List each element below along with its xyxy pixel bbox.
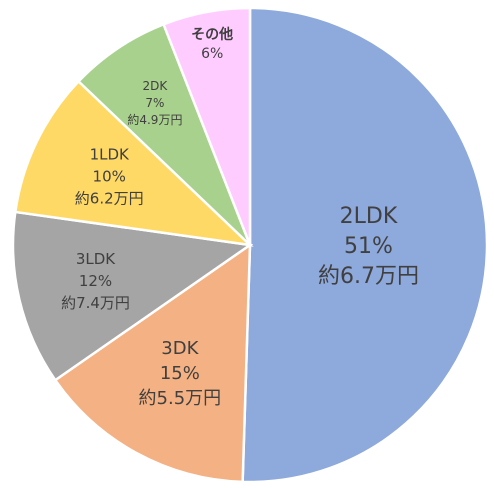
slice-percent-label: 6% (201, 46, 223, 62)
pie-slice-5 (161, 6, 252, 246)
slice-percent-label: 51% (344, 234, 393, 259)
pie-slices (11, 6, 489, 484)
slice-price-label: 約6.7万円 (318, 264, 419, 289)
pie-slice-1 (53, 242, 252, 484)
slice-price-label: 約4.9万円 (127, 112, 182, 127)
slice-category-label: 2LDK (340, 204, 398, 229)
pie-slice-2 (11, 210, 254, 382)
pie-slice-3 (13, 79, 254, 247)
pie-slice-0 (241, 6, 489, 484)
slice-percent-label: 12% (79, 272, 112, 290)
slice-percent-label: 7% (145, 96, 164, 110)
slice-category-label: 1LDK (90, 145, 130, 163)
slice-percent-label: 15% (160, 363, 200, 384)
pie-slice-4 (76, 22, 252, 246)
pie-labels: 2LDK 51% 約6.7万円 3DK 15% 約5.5万円 3LDK 12% 約7.4万円 1L… (61, 26, 419, 409)
slice-percent-label: 10% (93, 167, 126, 185)
slice-price-label: 約5.5万円 (139, 388, 222, 409)
slice-category-label: 3LDK (76, 250, 116, 268)
slice-category-label: その他 (191, 26, 233, 43)
slice-price-label: 約6.2万円 (75, 189, 144, 207)
slice-category-label: 3DK (161, 338, 199, 359)
slice-price-label: 約7.4万円 (61, 294, 130, 312)
slice-category-label: 2DK (143, 79, 169, 93)
